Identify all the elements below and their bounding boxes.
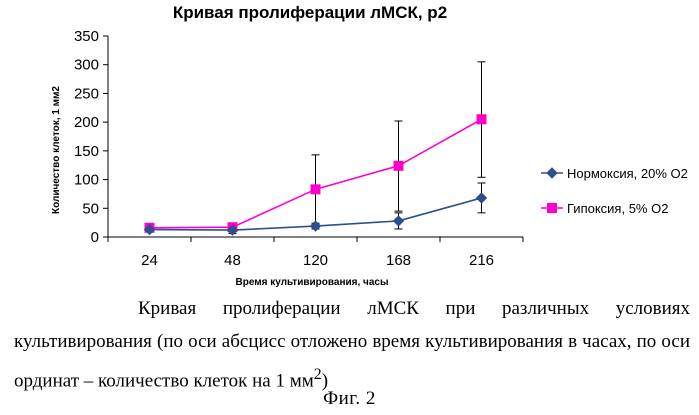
x-tick-label: 120: [303, 252, 328, 269]
legend-marker: [547, 168, 557, 178]
y-tick-label: 300: [74, 57, 99, 74]
x-tick-label: 216: [469, 252, 494, 269]
figure-caption: Кривая пролиферации лМСК при различных у…: [14, 292, 690, 397]
y-tick-label: 250: [74, 85, 99, 102]
y-tick-label: 100: [74, 172, 99, 189]
plot-area: 0 50 100 150 200 250 300 350 24 48 120 168 216: [74, 28, 523, 269]
chart-title: Кривая пролиферации лМСК, р2: [173, 3, 447, 22]
legend-label: Нормоксия, 20% О2: [567, 166, 688, 181]
data-point-0: [477, 193, 487, 203]
proliferation-chart: Кривая пролиферации лМСК, р2 Количество …: [0, 0, 699, 292]
y-tick-label: 150: [74, 143, 99, 160]
legend: Нормоксия, 20% О2 Гипоксия, 5% О2: [541, 166, 688, 216]
data-point-1: [477, 115, 486, 124]
y-tick-label: 350: [74, 28, 99, 45]
x-axis-label: Время культивирования, часы: [235, 277, 388, 288]
data-point-0: [311, 221, 321, 231]
y-axis-label: Количество клеток, 1 мм2: [51, 86, 62, 214]
data-point-1: [311, 185, 320, 194]
figure-label: Фиг. 2: [0, 388, 699, 410]
caption-superscript: 2: [314, 366, 322, 383]
legend-marker: [548, 204, 557, 213]
caption-text: Кривая пролиферации лМСК при различных у…: [14, 298, 690, 391]
data-point-0: [394, 216, 404, 226]
x-tick-label: 48: [224, 252, 241, 269]
legend-label: Гипоксия, 5% О2: [567, 201, 668, 216]
y-tick-label: 50: [82, 200, 99, 217]
data-point-1: [394, 161, 403, 170]
y-tick-label: 200: [74, 114, 99, 131]
x-tick-label: 168: [386, 252, 411, 269]
x-tick-label: 24: [141, 252, 158, 269]
y-tick-label: 0: [91, 229, 99, 246]
